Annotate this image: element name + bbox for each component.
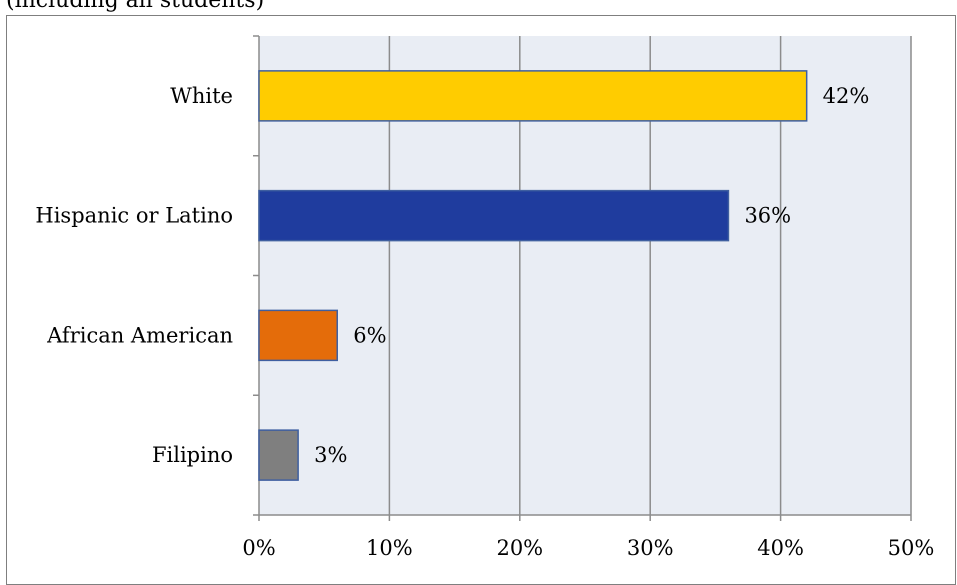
x-tick-label: 20% <box>496 536 543 560</box>
data-label: 36% <box>744 204 791 228</box>
bar <box>258 189 730 242</box>
partial-caption: (including all students) <box>6 0 265 13</box>
x-tick-label: 10% <box>366 536 413 560</box>
data-label: 3% <box>314 443 347 467</box>
bar <box>258 70 808 122</box>
data-label: 42% <box>823 84 870 108</box>
category-label: Hispanic or Latino <box>35 204 233 228</box>
x-tick-label: 40% <box>757 536 804 560</box>
x-tick-label: 30% <box>627 536 674 560</box>
category-label: White <box>170 84 233 108</box>
bar <box>258 309 338 362</box>
x-tick-label: 0% <box>242 536 275 560</box>
x-tick-label: 50% <box>888 536 935 560</box>
category-label: African American <box>46 323 233 347</box>
data-label: 6% <box>353 323 386 347</box>
category-label: Filipino <box>152 443 233 467</box>
bar <box>258 429 299 481</box>
